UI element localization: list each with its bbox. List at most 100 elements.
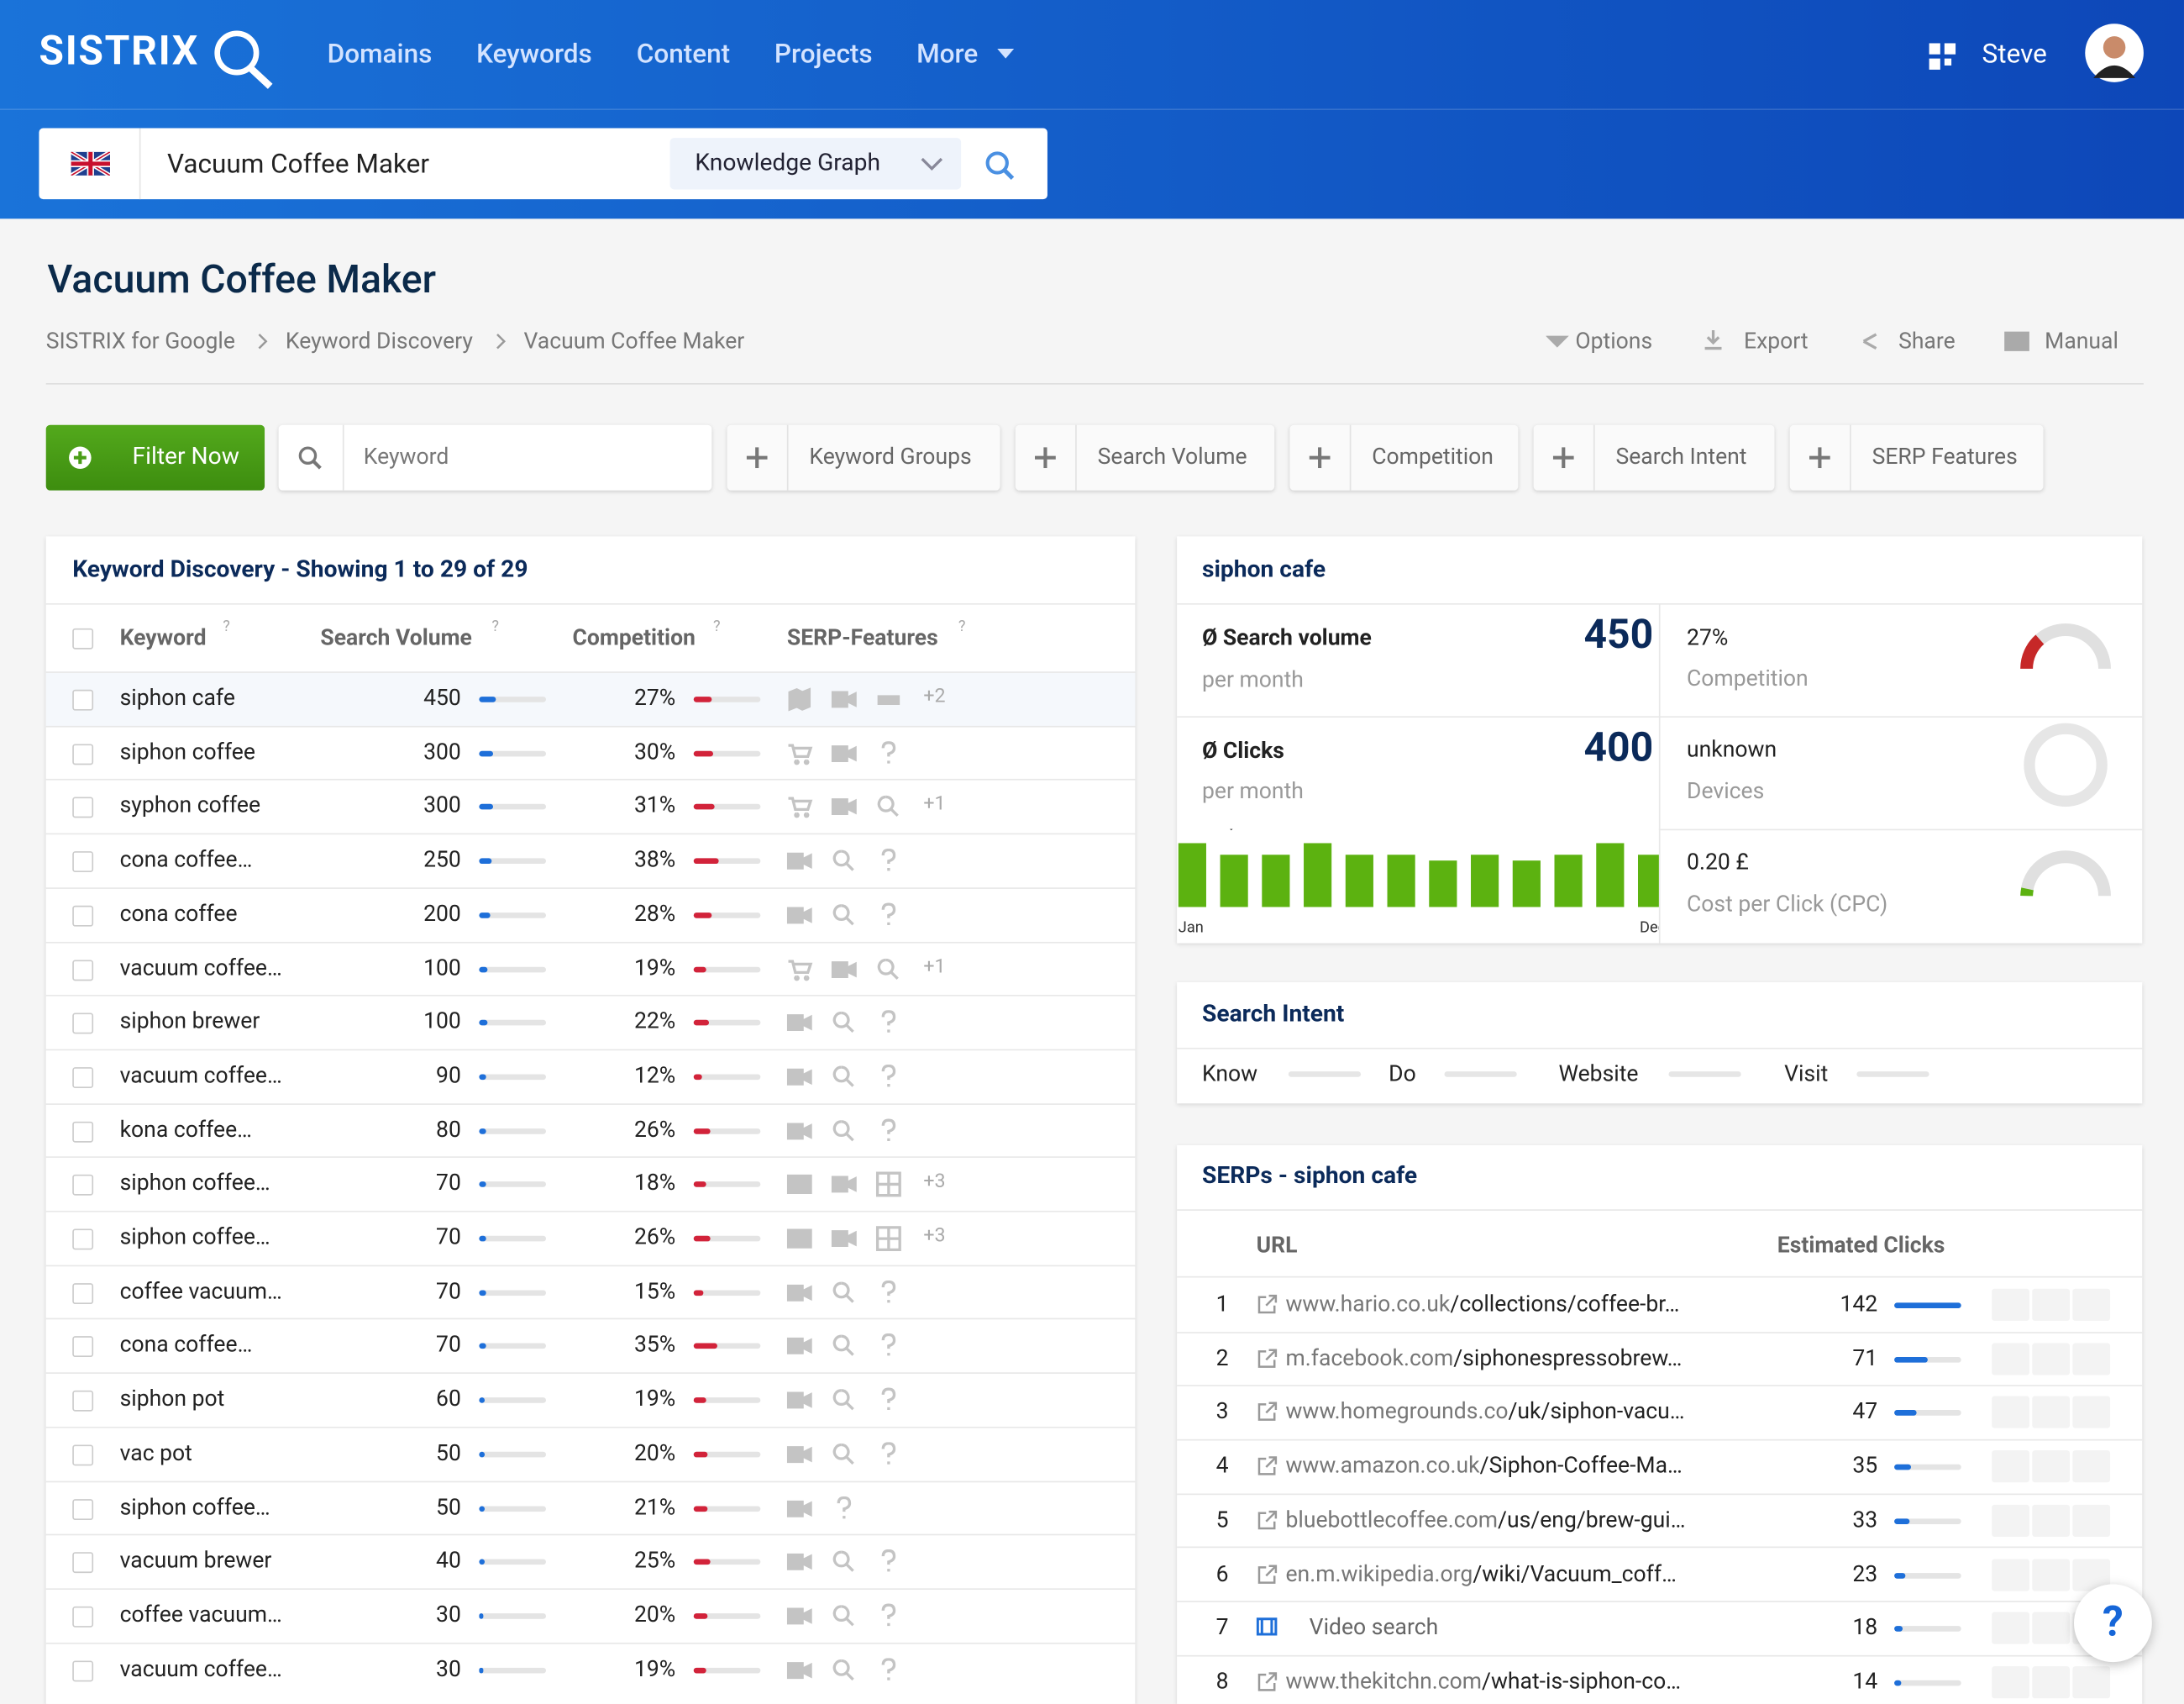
action[interactable]: Options: [1575, 327, 1653, 355]
apps-icon[interactable]: [1929, 43, 1957, 71]
search-button[interactable]: [984, 149, 1017, 182]
row-action[interactable]: [2032, 1558, 2071, 1591]
serp-row[interactable]: 6 en.m.wikipedia.org/wiki/Vacuum_coff… 23: [1177, 1547, 2143, 1603]
checkbox[interactable]: [72, 1282, 94, 1304]
filter-button[interactable]: Filter Now: [45, 424, 265, 491]
nav-item[interactable]: Keywords: [476, 37, 592, 70]
table-row[interactable]: siphon cafe 450 27% +2: [45, 671, 1136, 728]
serp-row[interactable]: 8 www.thekitchn.com/what-is-siphon-co… 14: [1177, 1655, 2142, 1704]
checkbox[interactable]: [72, 1066, 94, 1088]
serp-row[interactable]: 3 www.homegrounds.co/uk/siphon-vacu… 47: [1177, 1386, 2143, 1441]
row-action[interactable]: [2032, 1612, 2071, 1644]
nav-item[interactable]: More: [916, 37, 979, 70]
checkbox[interactable]: [72, 1390, 94, 1412]
table-row[interactable]: cona coffee… 250 38%: [45, 833, 1136, 889]
checkbox[interactable]: [72, 905, 94, 927]
breadcrumb-item[interactable]: Keyword Discovery: [285, 327, 473, 355]
checkbox[interactable]: [72, 1498, 94, 1520]
table-row[interactable]: siphon brewer 100 22%: [45, 995, 1136, 1050]
checkbox[interactable]: [72, 1336, 94, 1358]
url-domain[interactable]: www.homegrounds.co/uk/siphon-vacu…: [1285, 1397, 1685, 1425]
table-row[interactable]: cona coffee 200 28%: [45, 886, 1136, 943]
filter-chip[interactable]: Search Intent: [1533, 424, 1775, 491]
table-row[interactable]: vac pot 50 20%: [45, 1426, 1136, 1482]
url-domain[interactable]: en.m.wikipedia.org/wiki/Vacuum_coff…: [1285, 1559, 1677, 1586]
url-domain[interactable]: www.amazon.co.uk/Siphon-Coffee-Ma…: [1285, 1451, 1683, 1479]
column-header[interactable]: Competition: [572, 623, 696, 651]
table-row[interactable]: siphon coffee… 50 21%: [45, 1480, 1136, 1536]
flag[interactable]: [71, 151, 110, 176]
action[interactable]: Share: [1898, 327, 1956, 355]
table-row[interactable]: cona coffee… 70 35%: [45, 1318, 1136, 1374]
keyword-filter[interactable]: Keyword: [278, 424, 712, 491]
row-action[interactable]: [2072, 1450, 2111, 1483]
checkbox[interactable]: [72, 1121, 94, 1143]
checkbox[interactable]: [72, 1175, 94, 1196]
column-header[interactable]: SERP-Features: [786, 623, 938, 651]
row-action[interactable]: [2072, 1342, 2111, 1375]
nav-item[interactable]: Content: [636, 37, 731, 70]
row-action[interactable]: [1992, 1450, 2029, 1483]
row-action[interactable]: [1992, 1504, 2029, 1537]
url-domain[interactable]: bluebottlecoffee.com/us/eng/brew-gui…: [1285, 1506, 1686, 1533]
checkbox[interactable]: [72, 743, 94, 765]
checkbox[interactable]: [72, 851, 94, 873]
column-header[interactable]: Search Volume: [320, 623, 472, 651]
url-domain[interactable]: m.facebook.com/siphonespressobrew…: [1285, 1344, 1683, 1371]
row-action[interactable]: [1992, 1342, 2029, 1375]
filter-chip[interactable]: SERP Features: [1789, 424, 2044, 491]
nav-item[interactable]: Projects: [774, 37, 873, 70]
table-row[interactable]: siphon pot 60 19%: [45, 1372, 1136, 1428]
table-row[interactable]: siphon coffee 300 30%: [45, 725, 1136, 781]
row-action[interactable]: [1992, 1558, 2029, 1591]
table-row[interactable]: siphon coffee… 70 18% +3: [45, 1156, 1136, 1212]
table-row[interactable]: kona coffee… 80 26%: [45, 1102, 1136, 1159]
url-domain[interactable]: www.hario.co.uk/collections/coffee-br…: [1285, 1290, 1680, 1317]
row-action[interactable]: [2032, 1396, 2071, 1429]
checkbox[interactable]: [72, 797, 94, 818]
breadcrumb-item[interactable]: Vacuum Coffee Maker: [523, 327, 745, 355]
checkbox[interactable]: [72, 628, 94, 650]
breadcrumb-item[interactable]: SISTRIX for Google: [45, 327, 235, 355]
checkbox[interactable]: [72, 1012, 94, 1034]
serp-row[interactable]: 4 www.amazon.co.uk/Siphon-Coffee-Ma… 35: [1177, 1439, 2143, 1495]
row-action[interactable]: [2032, 1665, 2071, 1699]
row-action[interactable]: [2032, 1342, 2071, 1375]
row-action[interactable]: [2072, 1665, 2111, 1699]
serp-row[interactable]: 7 Video search 18: [1177, 1601, 2143, 1657]
action[interactable]: Manual: [2045, 327, 2118, 355]
row-action[interactable]: [2032, 1504, 2071, 1537]
row-action[interactable]: [1992, 1288, 2029, 1321]
row-action[interactable]: [2032, 1450, 2071, 1483]
serp-row[interactable]: 5 bluebottlecoffee.com/us/eng/brew-gui… 33: [1177, 1493, 2143, 1549]
checkbox[interactable]: [72, 1606, 94, 1628]
row-action[interactable]: [2072, 1288, 2111, 1321]
filter-chip[interactable]: Keyword Groups: [727, 424, 1000, 491]
row-action[interactable]: [2072, 1504, 2111, 1537]
table-row[interactable]: vacuum coffee… 90 12%: [45, 1049, 1136, 1104]
help-button[interactable]: ?: [2074, 1584, 2152, 1663]
url-domain[interactable]: www.thekitchn.com/what-is-siphon-co…: [1285, 1667, 1682, 1695]
serp-row[interactable]: 1 www.hario.co.uk/collections/coffee-br… 1…: [1177, 1278, 2143, 1333]
checkbox[interactable]: [72, 1659, 94, 1681]
filter-chip[interactable]: Search Volume: [1015, 424, 1275, 491]
table-row[interactable]: siphon coffee… 70 26% +3: [45, 1210, 1136, 1266]
column-header[interactable]: Keyword: [119, 623, 207, 651]
checkbox[interactable]: [72, 1552, 94, 1574]
filter-chip[interactable]: Competition: [1289, 424, 1519, 491]
table-row[interactable]: vacuum brewer 40 25%: [45, 1533, 1136, 1590]
user-name[interactable]: Steve: [1982, 37, 2047, 70]
row-action[interactable]: [1992, 1665, 2029, 1699]
action[interactable]: Export: [1744, 327, 1809, 355]
row-action[interactable]: [1992, 1612, 2029, 1644]
checkbox[interactable]: [72, 1228, 94, 1250]
avatar[interactable]: [2084, 23, 2145, 84]
table-row[interactable]: vacuum coffee… 30 19%: [45, 1642, 1136, 1697]
checkbox[interactable]: [72, 689, 94, 711]
mode-select[interactable]: Knowledge Graph: [669, 138, 962, 190]
serp-row[interactable]: 2 m.facebook.com/siphonespressobrew… 71: [1177, 1332, 2143, 1387]
table-row[interactable]: syphon coffee 300 31% +1: [45, 779, 1136, 835]
table-row[interactable]: vacuum coffee… 100 19% +1: [45, 941, 1136, 997]
checkbox[interactable]: [72, 1444, 94, 1466]
nav-item[interactable]: Domains: [327, 37, 433, 70]
